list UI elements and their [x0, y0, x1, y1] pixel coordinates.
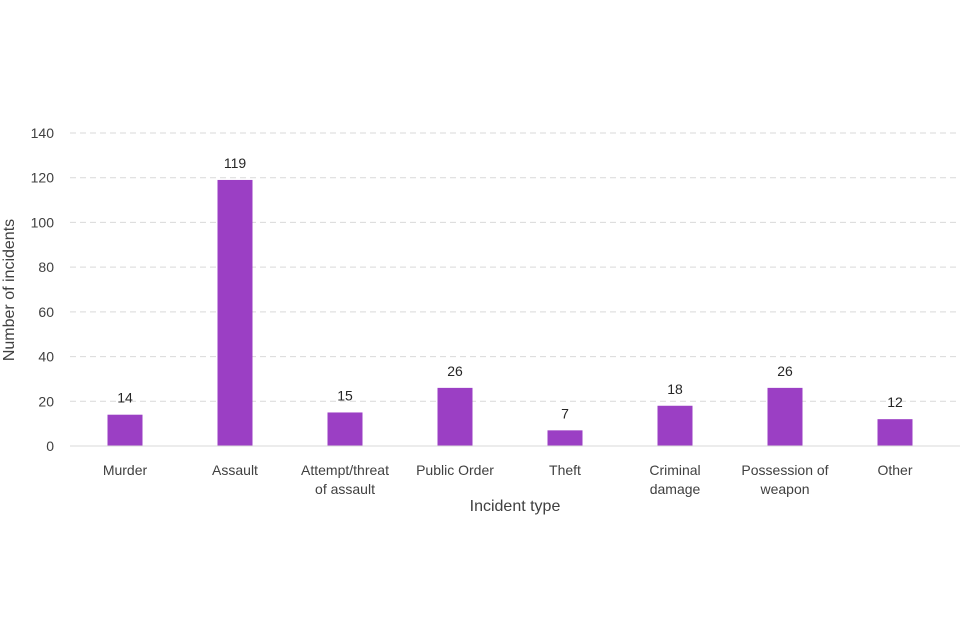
data-label: 14 — [117, 390, 133, 406]
x-category-label: Criminal damage — [649, 462, 700, 497]
bars — [107, 179, 913, 446]
y-tick-label: 60 — [38, 304, 54, 320]
x-category-label: Attempt/threat of assault — [301, 462, 389, 497]
bar — [107, 414, 143, 446]
data-label: 26 — [777, 363, 793, 379]
data-label: 15 — [337, 387, 353, 403]
x-axis-title: Incident type — [470, 498, 561, 515]
y-tick-label: 0 — [46, 438, 54, 454]
gridlines — [70, 132, 960, 402]
x-category-label: Theft — [549, 462, 581, 478]
bar — [767, 387, 803, 446]
bar — [327, 412, 363, 446]
x-category-label: Possession of weapon — [741, 462, 828, 497]
data-labels: 14 119 15 26 7 18 26 12 — [117, 155, 903, 421]
x-category-label: Assault — [212, 462, 258, 478]
x-category-label: Public Order — [416, 462, 494, 478]
bar — [217, 179, 253, 446]
data-label: 7 — [561, 405, 569, 421]
data-label: 26 — [447, 363, 463, 379]
y-tick-label: 100 — [31, 214, 55, 230]
data-label: 18 — [667, 381, 683, 397]
y-tick-label: 80 — [38, 259, 54, 275]
y-tick-label: 40 — [38, 349, 54, 365]
bar — [437, 387, 473, 446]
y-tick-label: 120 — [31, 170, 55, 186]
bar — [547, 430, 583, 446]
bar — [877, 419, 913, 446]
y-axis-ticks: 0 20 40 60 80 100 120 140 — [31, 125, 55, 454]
x-axis-categories: Murder Assault Attempt/threat of assault Pub… — [103, 462, 913, 497]
data-label: 12 — [887, 394, 903, 410]
y-tick-label: 20 — [38, 393, 54, 409]
y-tick-label: 140 — [31, 125, 55, 141]
y-axis-title: Number of incidents — [1, 219, 18, 361]
bar — [657, 405, 693, 446]
data-label: 119 — [224, 155, 247, 171]
x-category-label: Murder — [103, 462, 148, 478]
x-category-label: Other — [877, 462, 912, 478]
